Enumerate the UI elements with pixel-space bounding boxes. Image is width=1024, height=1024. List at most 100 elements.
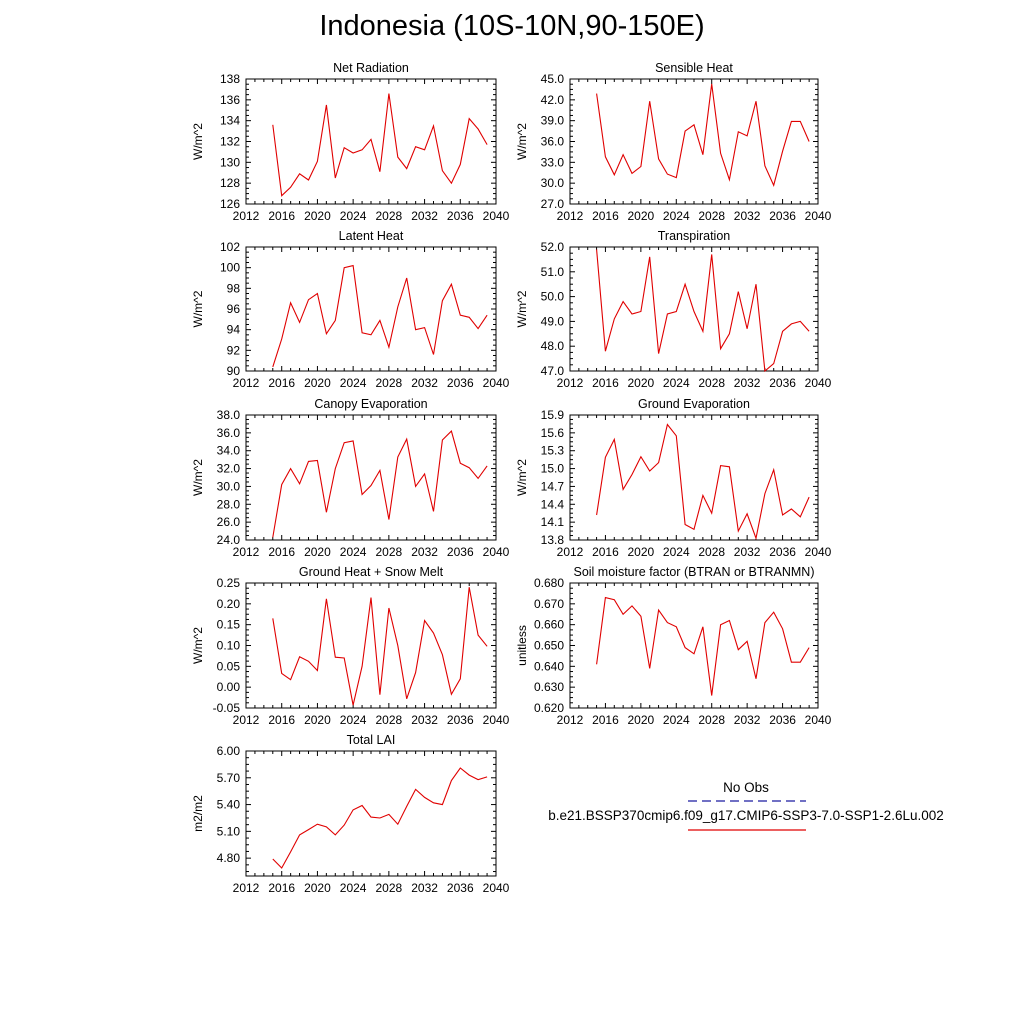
- series-line: [272, 587, 488, 706]
- x-tick-label: 2040: [805, 713, 832, 727]
- series-line: [272, 430, 488, 538]
- x-tick-label: 2024: [340, 545, 367, 559]
- y-tick-label: 14.1: [541, 515, 565, 529]
- x-tick-label: 2012: [557, 376, 584, 390]
- y-axis-label: W/m^2: [191, 459, 205, 496]
- x-tick-label: 2012: [233, 376, 260, 390]
- y-axis-label: W/m^2: [191, 627, 205, 664]
- x-tick-label: 2040: [483, 881, 510, 895]
- y-tick-label: 30.0: [217, 479, 241, 493]
- y-tick-label: 34.0: [217, 444, 241, 458]
- y-tick-label: 98: [227, 281, 241, 295]
- x-tick-label: 2036: [769, 545, 796, 559]
- panel-title: Transpiration: [658, 229, 731, 243]
- y-tick-label: 5.70: [217, 771, 241, 785]
- x-tick-label: 2024: [663, 376, 690, 390]
- y-tick-label: 50.0: [541, 290, 565, 304]
- legend-label-no-obs: No Obs: [723, 780, 769, 795]
- series-line: [596, 249, 810, 373]
- y-tick-label: 4.80: [217, 851, 241, 865]
- y-tick-label: 13.8: [541, 533, 565, 547]
- panel-ground-evaporation: 2012 2016 2020 2024 2028 2032 2036 2040 13.8 14.1…: [515, 397, 832, 559]
- x-tick-label: 2032: [411, 545, 438, 559]
- x-tick-label: 2040: [483, 545, 510, 559]
- y-tick-label: 14.7: [541, 479, 565, 493]
- y-tick-label: 130: [220, 155, 240, 169]
- x-tick-label: 2024: [340, 376, 367, 390]
- x-tick-label: 2024: [663, 713, 690, 727]
- x-tick-label: 2012: [233, 881, 260, 895]
- x-tick-label: 2016: [268, 209, 295, 223]
- y-tick-label: 5.10: [217, 824, 241, 838]
- x-tick-label: 2036: [769, 713, 796, 727]
- y-tick-label: 27.0: [541, 197, 565, 211]
- y-tick-label: 136: [220, 93, 240, 107]
- y-tick-label: 15.9: [541, 408, 565, 422]
- x-tick-label: 2024: [663, 209, 690, 223]
- x-tick-label: 2040: [805, 545, 832, 559]
- y-tick-label: 5.40: [217, 798, 241, 812]
- x-tick-label: 2040: [483, 713, 510, 727]
- x-tick-label: 2028: [376, 376, 403, 390]
- y-tick-label: 36.0: [217, 426, 241, 440]
- x-tick-label: 2020: [304, 881, 331, 895]
- x-tick-label: 2024: [340, 209, 367, 223]
- y-tick-label: 0.620: [534, 701, 564, 715]
- y-axis-label: W/m^2: [191, 290, 205, 327]
- panel-ground-heat-snow-melt: 2012 2016 2020 2024 2028 2032 2036 2040 -0.05 0.0…: [191, 565, 510, 727]
- y-tick-label: 96: [227, 302, 241, 316]
- x-tick-label: 2032: [411, 209, 438, 223]
- y-tick-label: 132: [220, 135, 240, 149]
- y-tick-label: 30.0: [541, 176, 565, 190]
- panel-title: Soil moisture factor (BTRAN or BTRANMN): [573, 565, 814, 579]
- y-tick-label: 0.650: [534, 639, 564, 653]
- y-tick-label: 128: [220, 176, 240, 190]
- panel-title: Canopy Evaporation: [314, 397, 427, 411]
- y-tick-label: 0.15: [217, 618, 241, 632]
- x-tick-label: 2020: [304, 545, 331, 559]
- x-tick-label: 2028: [376, 881, 403, 895]
- series-line: [596, 596, 810, 696]
- y-tick-label: 49.0: [541, 314, 565, 328]
- x-tick-label: 2012: [557, 209, 584, 223]
- x-tick-label: 2028: [698, 209, 725, 223]
- x-tick-label: 2020: [628, 209, 655, 223]
- series-line: [596, 423, 810, 541]
- x-tick-label: 2016: [268, 545, 295, 559]
- x-tick-label: 2036: [447, 376, 474, 390]
- y-tick-label: 42.0: [541, 93, 565, 107]
- y-tick-label: 0.25: [217, 576, 241, 590]
- x-tick-label: 2028: [698, 545, 725, 559]
- y-tick-label: 28.0: [217, 497, 241, 511]
- x-tick-label: 2040: [805, 376, 832, 390]
- y-tick-label: 0.670: [534, 597, 564, 611]
- y-tick-label: 0.00: [217, 680, 241, 694]
- x-tick-label: 2016: [592, 545, 619, 559]
- series-line: [272, 93, 488, 197]
- panel-canopy-evaporation: 2012 2016 2020 2024 2028 2032 2036 2040 24.0 26.0…: [191, 397, 510, 559]
- plot-frame: [569, 246, 819, 372]
- x-tick-label: 2032: [411, 376, 438, 390]
- plot-frame: [245, 414, 497, 541]
- x-tick-label: 2016: [592, 376, 619, 390]
- y-tick-label: 38.0: [217, 408, 241, 422]
- plot-frame: [569, 78, 819, 205]
- x-tick-label: 2036: [447, 545, 474, 559]
- series-line: [272, 264, 488, 368]
- panel-title: Total LAI: [347, 733, 396, 747]
- y-tick-label: 45.0: [541, 72, 565, 86]
- x-tick-label: 2040: [483, 376, 510, 390]
- panel-title: Sensible Heat: [655, 61, 733, 75]
- x-tick-label: 2012: [233, 713, 260, 727]
- y-tick-label: 94: [227, 323, 241, 337]
- y-axis-label: W/m^2: [515, 123, 529, 160]
- panel-sensible-heat: 2012 2016 2020 2024 2028 2032 2036 2040 27.0 30.0…: [515, 61, 832, 223]
- y-tick-label: 0.660: [534, 618, 564, 632]
- x-tick-label: 2012: [233, 545, 260, 559]
- x-tick-label: 2012: [557, 713, 584, 727]
- legend-label-case: b.e21.BSSP370cmip6.f09_g17.CMIP6-SSP3-7.…: [548, 808, 944, 823]
- x-tick-label: 2028: [376, 209, 403, 223]
- y-tick-label: 26.0: [217, 515, 241, 529]
- y-tick-label: 0.20: [217, 597, 241, 611]
